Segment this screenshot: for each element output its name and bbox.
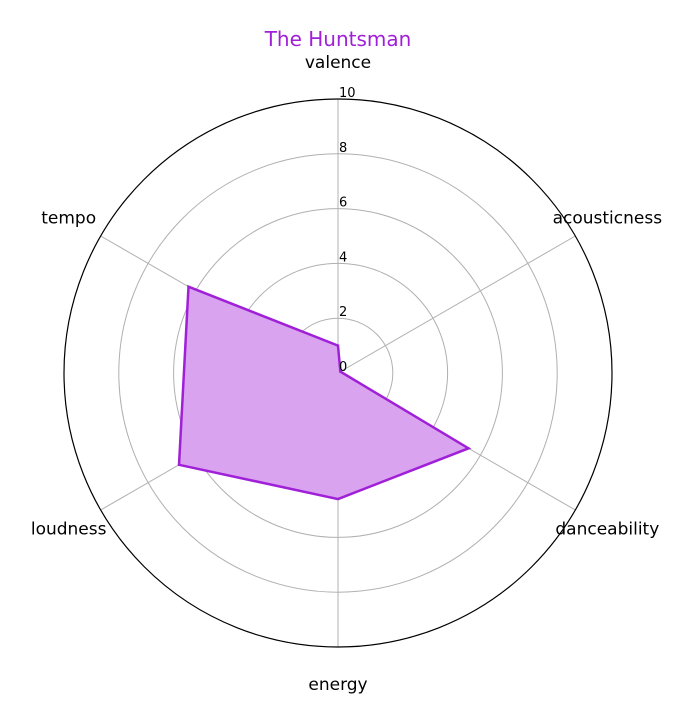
radial-tick-layer: 0 2 4 6 8 10: [339, 86, 356, 375]
axis-label-acousticness: acousticness: [553, 209, 663, 229]
axis-label-energy: energy: [308, 675, 367, 695]
r-tick-label-8: 8: [339, 141, 347, 156]
data-point-valence: [337, 344, 339, 346]
axis-label-valence: valence: [305, 53, 371, 73]
r-tick-label-10: 10: [339, 86, 356, 101]
r-tick-label-2: 2: [339, 305, 347, 320]
axis-label-danceability: danceability: [555, 520, 659, 540]
spoke-acousticness: [338, 236, 575, 373]
r-tick-label-4: 4: [339, 250, 347, 265]
chart-title: The Huntsman: [264, 27, 412, 51]
data-point-energy: [337, 498, 339, 500]
series-layer: [178, 285, 470, 500]
data-point-loudness: [178, 464, 180, 466]
series-area-0: [179, 287, 468, 499]
axis-label-loudness: loudness: [31, 520, 107, 540]
data-point-tempo: [187, 285, 189, 287]
data-point-danceability: [467, 447, 469, 449]
r-tick-label-6: 6: [339, 196, 347, 211]
axis-label-tempo: tempo: [41, 209, 96, 229]
r-tick-label-0: 0: [339, 360, 347, 375]
